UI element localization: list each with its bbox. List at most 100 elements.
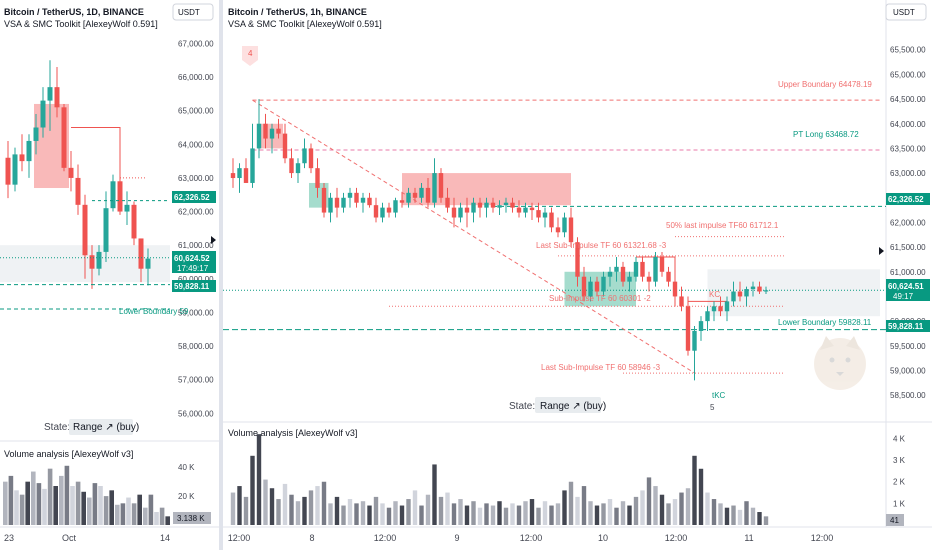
hourly-candle-body	[497, 205, 502, 208]
hourly-volume-bar	[484, 503, 489, 525]
hourly-level-badge	[886, 193, 930, 205]
daily-candle-body	[75, 177, 81, 205]
daily-volume-bar	[47, 468, 53, 525]
hourly-candle-body	[471, 202, 476, 213]
daily-volume-bar	[159, 507, 165, 525]
daily-volume-bar	[59, 475, 64, 525]
hourly-volume-bar	[289, 494, 294, 525]
hourly-candle-body	[360, 197, 366, 203]
daily-volume-bar	[98, 486, 103, 525]
hourly-candle-body	[289, 158, 294, 174]
hourly-state-badge	[535, 397, 601, 413]
daily-candle-body	[96, 251, 102, 269]
daily-last-price-badge	[172, 251, 216, 273]
hourly-volume-tick: 2 K	[893, 478, 906, 487]
hourly-candle-body	[334, 197, 340, 208]
hourly-volume-bar	[269, 488, 275, 525]
daily-price-axis: 67,000.00 66,000.00 65,000.00 64,000.00 63,0…	[178, 39, 214, 418]
hourly-volume-bar	[627, 505, 632, 525]
hourly-currency-button[interactable]	[885, 3, 927, 21]
daily-price-tick: 64,000.00	[178, 140, 214, 149]
daily-structure-line	[71, 127, 121, 175]
hourly-candle-body	[256, 123, 262, 149]
hourly-volume-bar	[243, 496, 249, 525]
hourly-candle-body	[276, 128, 281, 134]
hourly-time-tick: 12:00	[374, 533, 397, 543]
hourly-volume-bar	[406, 499, 411, 525]
daily-volume-badge	[173, 512, 211, 524]
hourly-volume-bar	[432, 464, 437, 525]
hourly-volume-bar	[451, 503, 457, 525]
hourly-candle-body	[549, 212, 554, 228]
hourly-time-tick: 12:00	[520, 533, 543, 543]
hourly-price-tick: 59,500.00	[890, 342, 926, 351]
hourly-price-tick: 61,000.00	[890, 268, 926, 277]
daily-candle-body	[40, 100, 46, 128]
hourly-candle-body	[406, 192, 411, 203]
hourly-candle-body	[724, 301, 730, 312]
daily-volume-bar	[137, 494, 142, 525]
hourly-volume-bar	[341, 505, 346, 525]
last-sub-impulse-low-label: Last Sub-Impulse TF 60 58946 -3	[541, 363, 661, 372]
wave-5-label: 5	[710, 403, 715, 412]
hourly-volume-bar	[529, 499, 535, 525]
daily-volume-bar	[3, 481, 8, 525]
hourly-candle-body	[464, 207, 470, 213]
daily-currency-button[interactable]	[172, 3, 214, 21]
daily-lower-boundary-label: Lower Boundary 59	[119, 307, 189, 316]
daily-candle-body	[19, 154, 25, 162]
hourly-candle-body	[516, 207, 522, 213]
hourly-volume-bar	[497, 501, 502, 525]
event-marker-4[interactable]	[242, 46, 258, 66]
daily-volume-bar	[109, 490, 114, 525]
hourly-candle-body	[672, 281, 678, 297]
daily-candle-body	[131, 204, 137, 239]
hourly-volume-bar	[744, 501, 749, 525]
hourly-volume-bar	[672, 499, 678, 525]
daily-volume-bar	[42, 488, 47, 525]
hourly-candle-body	[679, 296, 684, 307]
hourly-volume-bar	[315, 486, 320, 525]
daily-price-tick: 65,000.00	[178, 107, 214, 116]
hourly-candle-body	[666, 271, 671, 282]
daily-candle-body	[145, 258, 151, 269]
hourly-time-tick: 11	[744, 533, 753, 543]
hourly-volume-bar	[731, 505, 736, 525]
daily-scroll-right-icon[interactable]	[211, 236, 216, 244]
hourly-candle-body	[653, 256, 658, 282]
hourly-candle-body	[419, 187, 424, 198]
lower-boundary-label: Lower Boundary 59828.11	[778, 318, 872, 327]
hourly-price-tick: 58,500.00	[890, 391, 926, 400]
hourly-scroll-right-icon[interactable]	[879, 247, 884, 255]
daily-volume-bar	[87, 497, 92, 525]
daily-candle-body	[5, 157, 11, 185]
hourly-volume-bar	[386, 507, 392, 525]
hourly-volume-bar	[237, 486, 242, 525]
hourly-price-axis: 65,500.00 65,000.00 64,500.00 64,000.00 63,5…	[890, 46, 926, 400]
hourly-time-tick: 12:00	[665, 533, 688, 543]
hourly-last-price-text: 60,624.51	[888, 282, 924, 291]
hourly-volume-bar	[614, 507, 619, 525]
hourly-volume-bar	[510, 503, 515, 525]
hourly-candle-body	[731, 291, 736, 302]
hourly-candle-body	[412, 192, 418, 198]
hourly-volume-bar	[562, 490, 567, 525]
hourly-candle-body	[594, 281, 600, 292]
hourly-candle-body	[575, 242, 580, 277]
hourly-volume-bar	[438, 496, 444, 525]
hourly-currency-label: USDT	[893, 8, 915, 17]
hourly-volume-bar	[321, 481, 327, 525]
hourly-candle-body	[302, 148, 307, 164]
hourly-countdown-text: 49:17	[893, 292, 914, 301]
daily-volume-bar	[70, 486, 75, 525]
daily-candle-body	[117, 181, 123, 212]
hourly-volume-badge	[886, 514, 904, 526]
impulse-diagonal-line	[252, 99, 695, 374]
hourly-candle-body	[347, 192, 353, 198]
hourly-candle-body	[542, 212, 548, 218]
hourly-candle-body	[718, 306, 723, 312]
daily-volume-bars	[3, 465, 170, 525]
hourly-candle-body	[523, 207, 528, 213]
daily-candle-body	[82, 204, 88, 256]
hourly-candle-body	[315, 168, 320, 188]
